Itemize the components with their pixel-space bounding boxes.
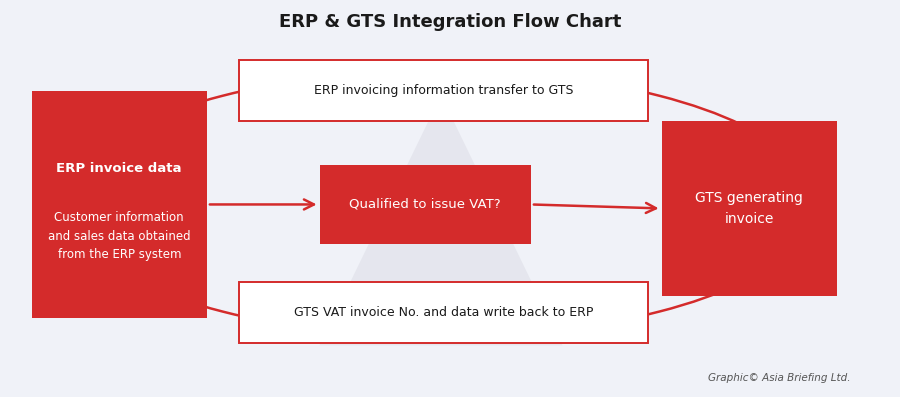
FancyBboxPatch shape — [320, 165, 531, 244]
FancyBboxPatch shape — [32, 91, 207, 318]
Text: ERP invoicing information transfer to GTS: ERP invoicing information transfer to GT… — [313, 84, 573, 97]
Text: ERP & GTS Integration Flow Chart: ERP & GTS Integration Flow Chart — [279, 13, 621, 31]
Polygon shape — [320, 95, 562, 345]
FancyBboxPatch shape — [662, 121, 837, 296]
Text: Qualified to issue VAT?: Qualified to issue VAT? — [349, 198, 501, 211]
Text: GTS generating
invoice: GTS generating invoice — [696, 191, 803, 226]
FancyBboxPatch shape — [238, 60, 648, 121]
Text: GTS VAT invoice No. and data write back to ERP: GTS VAT invoice No. and data write back … — [293, 306, 593, 319]
Text: Customer information
and sales data obtained
from the ERP system: Customer information and sales data obta… — [48, 211, 191, 261]
FancyBboxPatch shape — [238, 282, 648, 343]
Text: Graphic© Asia Briefing Ltd.: Graphic© Asia Briefing Ltd. — [708, 373, 850, 383]
Text: ERP invoice data: ERP invoice data — [57, 162, 182, 175]
